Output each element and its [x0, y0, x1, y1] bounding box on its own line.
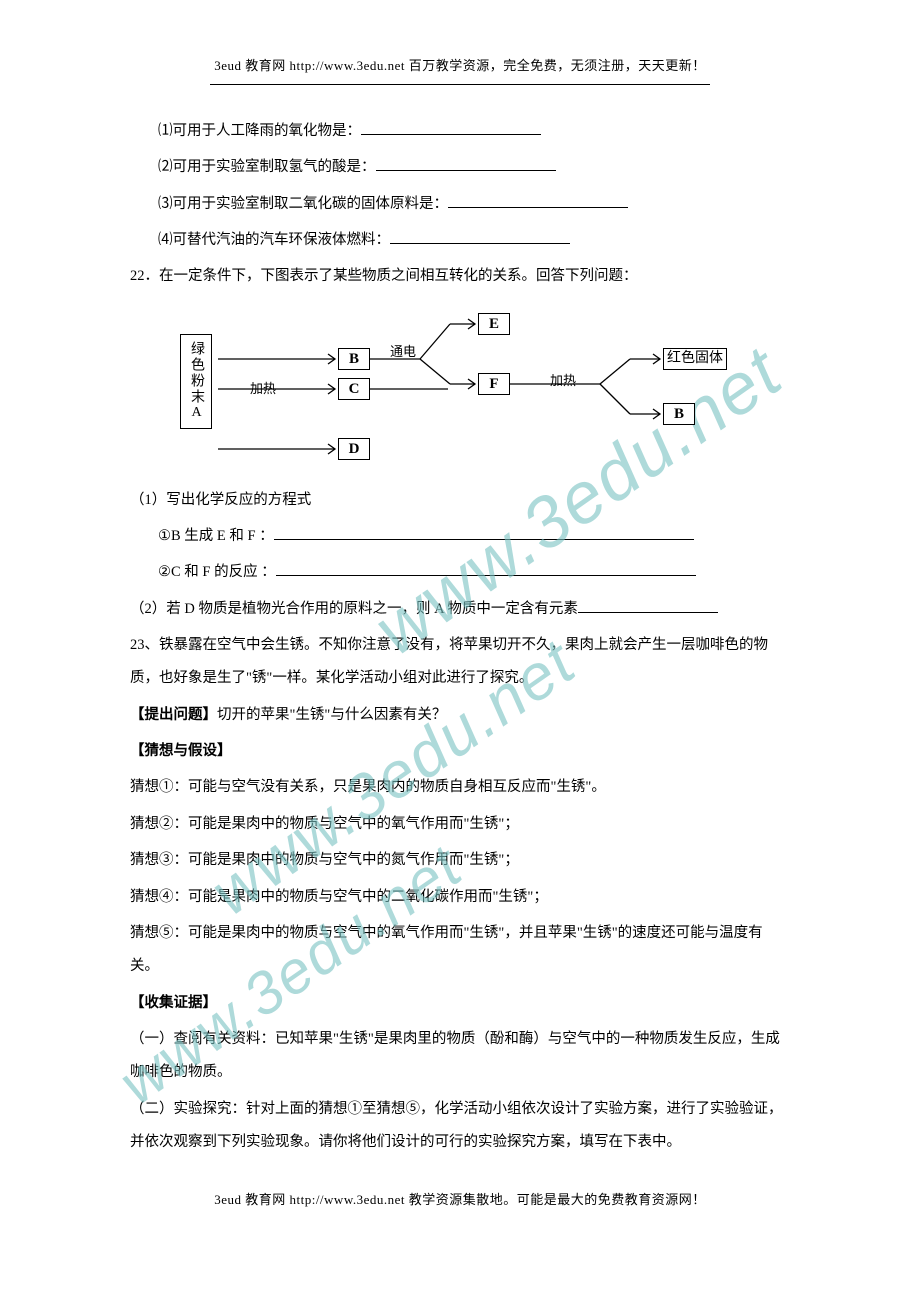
q22-2-text: （2）若 D 物质是植物光合作用的原料之一，则 A 物质中一定含有元素	[130, 601, 578, 617]
fill-blank[interactable]	[276, 561, 696, 577]
q22-part1: （1）写出化学反应的方程式	[130, 484, 790, 517]
q22-part1b: ②C 和 F 的反应 ：	[130, 556, 790, 589]
ask-label: 【提出问题】	[130, 707, 217, 723]
q21-1-text: ⑴可用于人工降雨的氧化物是：	[158, 123, 361, 139]
diagram-node-e: E	[478, 313, 510, 335]
fill-blank[interactable]	[578, 597, 718, 613]
page-header: 3eud 教育网 http://www.3edu.net 百万教学资源，完全免费…	[130, 55, 790, 74]
diagram-node-b: B	[338, 348, 370, 370]
header-rule	[210, 84, 710, 85]
page-footer: 3eud 教育网 http://www.3edu.net 教学资源集散地。可能是…	[130, 1189, 790, 1208]
q22-1b-text: ②C 和 F 的反应 ：	[158, 564, 276, 580]
q21-item-1: ⑴可用于人工降雨的氧化物是：	[130, 115, 790, 148]
diagram-node-d: D	[338, 438, 370, 460]
q22-diagram: 绿色粉末A B C D E F 红色固体 B 加热 通电 加热	[180, 304, 790, 474]
fill-blank[interactable]	[376, 156, 556, 172]
q23-ask: 【提出问题】切开的苹果"生锈"与什么因素有关？	[130, 699, 790, 732]
q22-part1a: ①B 生成 E 和 F ：	[130, 520, 790, 553]
node-a-label: 绿色粉末A	[189, 341, 204, 422]
q23-h3: 猜想③：可能是果肉中的物质与空气中的氮气作用而"生锈"；	[130, 844, 790, 877]
fill-blank[interactable]	[361, 120, 541, 136]
diagram-label-elec: 通电	[390, 337, 416, 367]
q22-1a-text: ①B 生成 E 和 F ：	[158, 528, 274, 544]
diagram-label-heat2: 加热	[550, 366, 576, 396]
diagram-node-red: 红色固体	[663, 348, 727, 370]
q21-item-2: ⑵可用于实验室制取氢气的酸是：	[130, 151, 790, 184]
q22-stem: 22．在一定条件下，下图表示了某些物质之间相互转化的关系。回答下列问题：	[130, 260, 790, 293]
q21-4-text: ⑷可替代汽油的汽车环保液体燃料：	[158, 232, 390, 248]
fill-blank[interactable]	[390, 229, 570, 245]
diagram-node-b2: B	[663, 403, 695, 425]
q23-e2: （二）实验探究：针对上面的猜想①至猜想⑤，化学活动小组依次设计了实验方案，进行了…	[130, 1093, 790, 1160]
q23-h4: 猜想④：可能是果肉中的物质与空气中的二氧化碳作用而"生锈"；	[130, 881, 790, 914]
diagram-node-a: 绿色粉末A	[180, 334, 212, 429]
fill-blank[interactable]	[274, 525, 694, 541]
diagram-node-c: C	[338, 378, 370, 400]
q23-h2: 猜想②：可能是果肉中的物质与空气中的氧气作用而"生锈"；	[130, 808, 790, 841]
q23-hypo-label: 【猜想与假设】	[130, 735, 790, 768]
q21-2-text: ⑵可用于实验室制取氢气的酸是：	[158, 159, 376, 175]
q21-item-3: ⑶可用于实验室制取二氧化碳的固体原料是：	[130, 188, 790, 221]
q21-3-text: ⑶可用于实验室制取二氧化碳的固体原料是：	[158, 196, 448, 212]
q23-evid-label: 【收集证据】	[130, 987, 790, 1020]
q23-e1: （一）查阅有关资料：已知苹果"生锈"是果肉里的物质（酚和酶）与空气中的一种物质发…	[130, 1023, 790, 1090]
ask-text: 切开的苹果"生锈"与什么因素有关？	[217, 707, 446, 723]
q23-h1: 猜想①：可能与空气没有关系，只是果肉内的物质自身相互反应而"生锈"。	[130, 771, 790, 804]
q23-h5: 猜想⑤：可能是果肉中的物质与空气中的氧气作用而"生锈"，并且苹果"生锈"的速度还…	[130, 917, 790, 984]
q23-stem: 23、铁暴露在空气中会生锈。不知你注意了没有，将苹果切开不久，果肉上就会产生一层…	[130, 629, 790, 696]
diagram-label-heat1: 加热	[250, 374, 276, 404]
q22-part2: （2）若 D 物质是植物光合作用的原料之一，则 A 物质中一定含有元素	[130, 593, 790, 626]
fill-blank[interactable]	[448, 192, 628, 208]
q21-item-4: ⑷可替代汽油的汽车环保液体燃料：	[130, 224, 790, 257]
document-body: ⑴可用于人工降雨的氧化物是： ⑵可用于实验室制取氢气的酸是： ⑶可用于实验室制取…	[130, 115, 790, 1159]
diagram-node-f: F	[478, 373, 510, 395]
